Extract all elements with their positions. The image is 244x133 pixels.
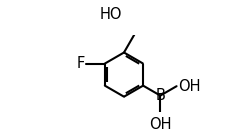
Text: HO: HO	[100, 7, 122, 22]
Text: OH: OH	[149, 117, 172, 132]
Text: B: B	[155, 88, 165, 103]
Text: F: F	[77, 56, 85, 71]
Text: OH: OH	[178, 79, 200, 94]
